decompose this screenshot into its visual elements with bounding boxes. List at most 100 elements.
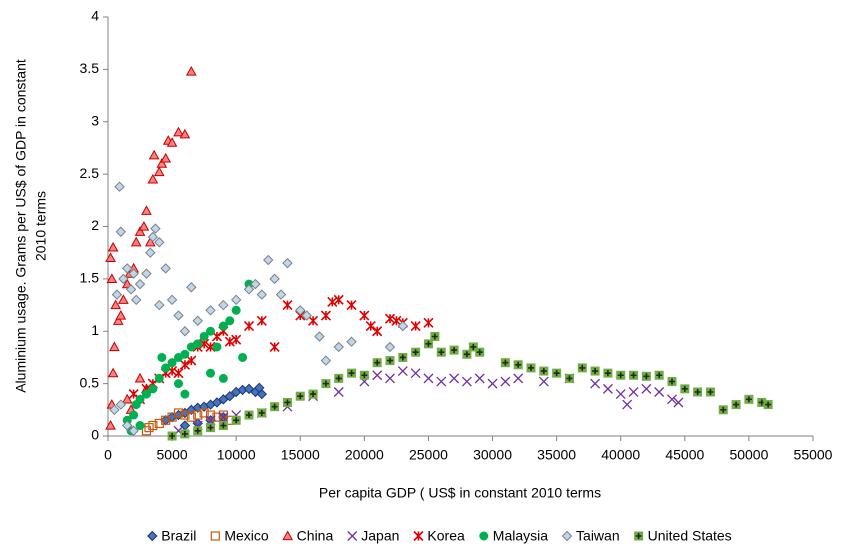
marker-x	[423, 373, 434, 384]
marker-plus-square	[423, 339, 433, 349]
marker-triangle	[121, 393, 133, 404]
y-tick-label: 0	[91, 427, 99, 443]
marker-x	[449, 373, 460, 384]
marker-star	[282, 299, 293, 311]
marker-plus-square	[449, 345, 459, 355]
marker-diamond	[125, 284, 137, 295]
marker-plus-square	[334, 373, 344, 383]
marker-triangle	[160, 152, 172, 163]
marker-plus-square	[436, 347, 446, 357]
marker-plus-square	[634, 531, 644, 541]
y-axis-title-line: Aluminium usage. Grams per US$ of GDP in…	[13, 59, 29, 393]
marker-circle	[218, 373, 228, 383]
marker-circle	[122, 415, 132, 425]
marker-diamond	[218, 299, 229, 311]
marker-plus	[322, 380, 329, 387]
marker-diamond	[263, 254, 274, 266]
y-tick-label: 2	[91, 217, 99, 233]
x-tick-label: 30000	[473, 447, 512, 463]
marker-plus	[310, 391, 317, 398]
marker-circle	[180, 349, 190, 359]
series	[128, 294, 434, 405]
marker-plus-square	[206, 423, 216, 433]
marker-x	[333, 387, 344, 397]
y-axis-title-line: 2010 terms	[33, 191, 49, 261]
marker-plus	[630, 372, 637, 379]
y-tick-label: 4	[91, 8, 99, 24]
marker-plus	[438, 349, 445, 356]
legend-label: Malaysia	[493, 528, 548, 544]
marker-plus-square	[218, 421, 228, 431]
marker-plus	[476, 349, 483, 356]
marker-plus-square	[475, 347, 485, 357]
marker-triangle	[110, 299, 122, 310]
marker-circle	[157, 352, 167, 362]
marker-plus	[412, 349, 419, 356]
legend-item: United States	[634, 528, 732, 544]
marker-x	[641, 383, 652, 394]
marker-diamond	[115, 226, 127, 237]
marker-x	[487, 378, 498, 389]
marker-diamond	[282, 257, 293, 269]
marker-plus	[617, 372, 624, 379]
marker-plus-square	[167, 431, 177, 441]
x-tick-label: 50000	[729, 447, 768, 463]
marker-square	[141, 426, 152, 436]
marker-x	[218, 412, 229, 423]
legend-label: Japan	[361, 528, 399, 544]
marker-plus	[258, 409, 265, 416]
marker-plus	[169, 433, 176, 439]
marker-triangle	[109, 341, 120, 352]
marker-triangle	[115, 310, 127, 320]
marker-x	[513, 373, 524, 384]
marker-circle	[206, 326, 216, 336]
marker-plus-square	[564, 373, 574, 383]
x-tick-label: 40000	[601, 447, 640, 463]
marker-diamond	[205, 305, 216, 316]
marker-diamond	[269, 273, 280, 285]
marker-diamond	[384, 341, 396, 353]
marker-star	[413, 530, 424, 542]
marker-diamond	[256, 289, 268, 300]
marker-circle	[199, 331, 209, 341]
marker-plus	[720, 406, 727, 413]
marker-triangle	[147, 173, 159, 184]
marker-star	[186, 355, 197, 366]
marker-x	[538, 376, 549, 387]
legend-label: China	[297, 528, 334, 544]
legend-label: Mexico	[224, 528, 269, 544]
marker-triangle	[118, 294, 129, 304]
marker-triangle	[138, 220, 150, 231]
legend-label: United States	[648, 528, 732, 544]
marker-circle	[231, 305, 241, 315]
marker-square	[173, 408, 184, 418]
marker-circle	[167, 358, 177, 368]
y-axis-title: Aluminium usage. Grams per US$ of GDP in…	[13, 59, 49, 393]
marker-plus-square	[244, 410, 254, 420]
marker-diamond	[141, 268, 152, 279]
marker-plus	[431, 333, 438, 340]
marker-plus	[271, 403, 278, 410]
marker-plus-square	[398, 352, 408, 362]
marker-plus	[297, 393, 304, 400]
marker-plus-square	[667, 377, 677, 387]
marker-star	[384, 313, 396, 324]
x-axis-title: Per capita GDP ( US$ in constant 2010 te…	[319, 485, 601, 501]
marker-plus-square	[731, 400, 741, 410]
series	[109, 181, 409, 436]
y-tick-label: 1	[91, 322, 99, 338]
x-tick-label: 5000	[157, 447, 188, 463]
marker-plus	[604, 370, 611, 377]
marker-x	[385, 373, 395, 384]
marker-plus-square	[231, 415, 241, 425]
marker-x	[628, 387, 639, 397]
marker-x	[654, 387, 665, 397]
marker-plus-square	[295, 391, 305, 401]
legend: Brazil Mexico China Japan Korea Malaysia Taiwa…	[147, 528, 732, 544]
marker-plus	[681, 385, 688, 392]
marker-star	[410, 320, 421, 332]
marker-star	[365, 320, 376, 332]
y-tick-label: 3.5	[80, 60, 100, 76]
marker-triangle	[153, 166, 165, 177]
marker-diamond	[179, 326, 191, 337]
